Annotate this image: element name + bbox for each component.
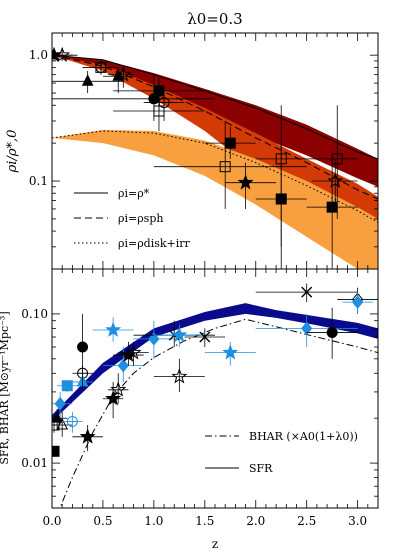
star-marker [125, 344, 142, 360]
top-y-axis-label: ρi/ρ*,0 [5, 130, 20, 174]
tri-marker [52, 411, 63, 423]
y-tick-label: 0.1 [29, 174, 48, 188]
data-point [77, 313, 89, 392]
star-marker [54, 46, 71, 62]
square-marker [61, 380, 73, 392]
data-point [108, 66, 134, 88]
plot-area [52, 283, 378, 508]
circle-marker [326, 327, 338, 339]
data-point [306, 105, 358, 219]
solid-series-line [52, 54, 378, 160]
bottom-panel-frame [51, 268, 379, 509]
x-tick-label: 2.0 [246, 514, 265, 528]
diamond-marker [117, 358, 129, 373]
tri-marker [56, 417, 68, 430]
legend-label: ρi=ρ* [118, 187, 150, 200]
star-marker [171, 368, 188, 384]
data-point [133, 320, 175, 359]
sfr-band [52, 303, 378, 422]
top-panel: 0.1 1.0 ρi=ρ* ρi=ρsph ρi=ρdisk+irr ρi/ρ*,0 [5, 32, 379, 270]
circle-marker [77, 341, 89, 353]
square-marker [95, 61, 107, 73]
legend-label: SFR [249, 462, 273, 475]
bottom-y-axis-label: SFR, BHAR [M⊙yr⁻¹Mpc⁻³] [0, 311, 11, 464]
diamond-marker [148, 332, 160, 346]
x-tick-label: 1.0 [144, 514, 163, 528]
bottom-panel: 0.01 0.10 0.0 0.5 1.0 1.5 2.0 2.5 3.0 BHAR (×A0(1… [0, 268, 379, 551]
star-marker [79, 428, 96, 444]
y-tick-label: 0.01 [21, 456, 48, 470]
data-point [153, 324, 205, 348]
data-point [82, 60, 119, 75]
data-point [62, 412, 83, 433]
x-tick-label: 0.0 [42, 514, 61, 528]
y-tick-label: 1.0 [29, 48, 48, 62]
star-marker [110, 381, 127, 397]
cross-marker-b [301, 286, 313, 298]
data-point [52, 391, 73, 419]
legend-label: ρi=ρdisk+irr [118, 237, 191, 250]
data-point [52, 445, 60, 457]
data-point [108, 373, 129, 404]
legend-label: BHAR (×A0(1+λ0)) [249, 430, 358, 443]
star-marker [222, 344, 239, 360]
star-marker [327, 172, 344, 188]
cross-marker-b [199, 331, 211, 343]
dashed-series-line [52, 54, 378, 200]
data-point [143, 87, 185, 121]
dashdot-series-line [59, 318, 378, 508]
plot-area [52, 46, 378, 269]
x-tick-label: 1.5 [195, 514, 214, 528]
diamond-marker [351, 295, 364, 309]
diamond-marker [54, 396, 66, 411]
star-marker [237, 174, 254, 190]
data-point [306, 307, 358, 359]
square-marker [219, 161, 231, 173]
diamond-marker [301, 321, 313, 336]
model-band [52, 129, 378, 269]
dotted-series-line [52, 130, 378, 223]
data-point [102, 67, 134, 94]
square-marker [275, 193, 287, 205]
square-marker [52, 445, 60, 457]
star-marker [171, 326, 188, 343]
figure-title: λ0=0.3 [187, 10, 242, 28]
data-point [52, 70, 124, 94]
tri-marker [81, 74, 94, 86]
data-point [255, 313, 358, 348]
data-point [225, 162, 277, 209]
x-axis-label: z [212, 537, 218, 551]
data-point [118, 341, 149, 366]
star-marker [115, 66, 132, 82]
square-marker [326, 201, 338, 213]
x-tick-label: 3.0 [348, 514, 367, 528]
data-point [311, 158, 358, 209]
data-point [184, 328, 226, 348]
ticks [51, 268, 379, 509]
data-point [153, 358, 205, 392]
x-tick-label: 0.5 [93, 514, 112, 528]
data-point [204, 341, 256, 366]
legend: ρi=ρ* ρi=ρsph ρi=ρdisk+irr [74, 187, 191, 250]
y-tick-label: 0.10 [21, 307, 48, 321]
data-point [92, 317, 134, 342]
square-marker [331, 153, 343, 165]
data-point [72, 425, 103, 452]
x-tick-label: 2.5 [297, 514, 316, 528]
data-point [342, 292, 373, 314]
data-point [57, 380, 78, 392]
legend-label: ρi=ρsph [118, 212, 163, 225]
star-marker [105, 321, 122, 337]
square-marker [224, 137, 236, 149]
data-point [255, 143, 307, 269]
data-point [255, 283, 358, 303]
legend: BHAR (×A0(1+λ0)) SFR [205, 430, 358, 475]
data-point [52, 74, 215, 121]
